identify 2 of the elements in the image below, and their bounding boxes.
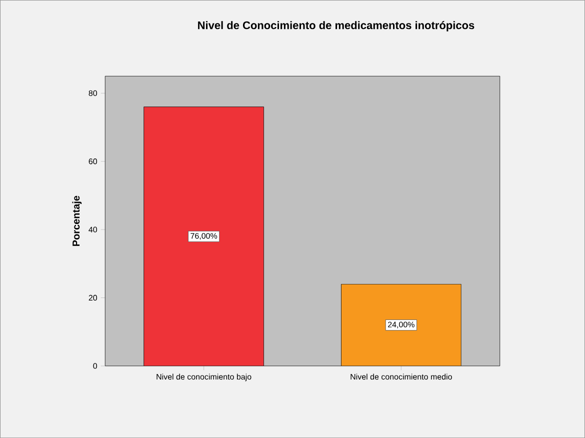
- chart-title: Nivel de Conocimiento de medicamentos inotrópicos: [198, 20, 474, 32]
- y-axis-title: Porcentaje: [72, 196, 82, 246]
